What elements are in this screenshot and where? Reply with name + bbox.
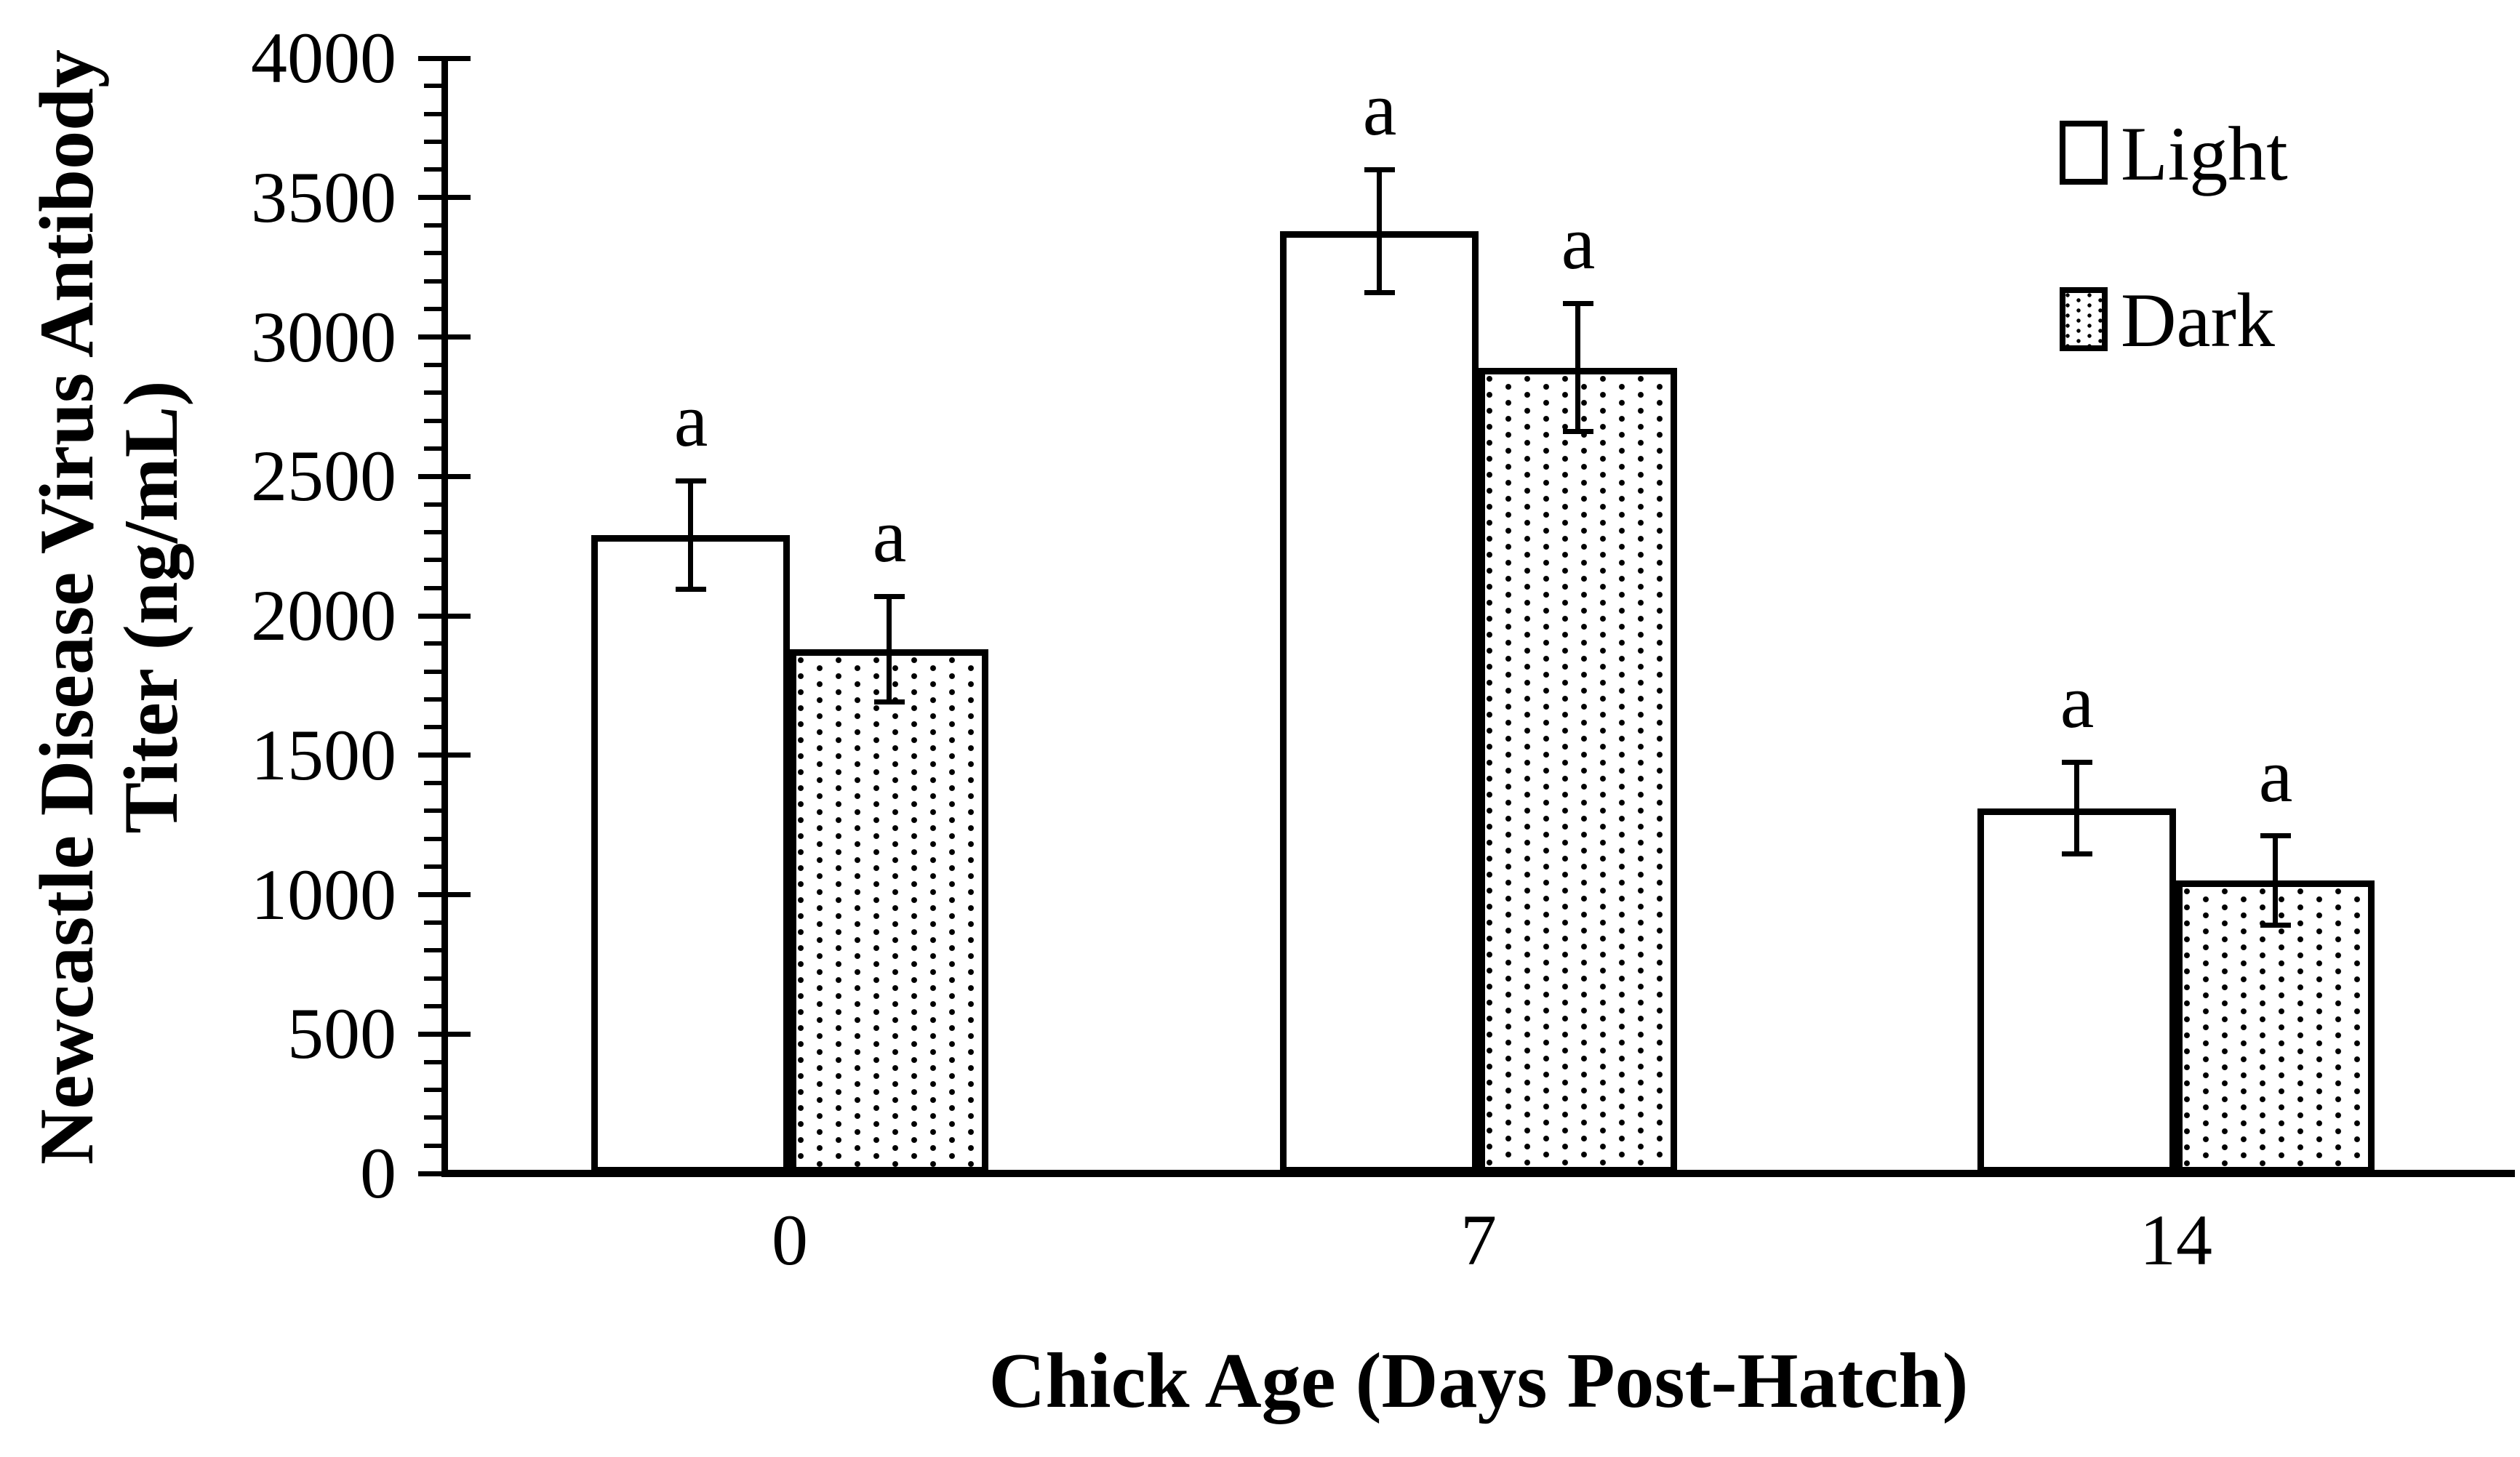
y-minor-tick xyxy=(424,446,444,451)
y-minor-tick xyxy=(424,140,444,144)
legend-swatch-dark xyxy=(2060,287,2108,351)
y-minor-tick xyxy=(424,920,444,925)
y-minor-tick xyxy=(424,864,444,869)
error-bar-cap-bottom xyxy=(676,587,706,592)
legend-label-dark: Dark xyxy=(2121,278,2275,363)
y-tick-label: 3500 xyxy=(251,157,396,238)
significance-letter: a xyxy=(2060,659,2095,744)
error-bar-cap-top xyxy=(2062,760,2092,765)
y-minor-tick xyxy=(424,112,444,116)
error-bar-cap-top xyxy=(1563,301,1593,306)
y-minor-tick xyxy=(424,1060,444,1064)
error-bar-whisker xyxy=(2273,836,2278,926)
significance-letter: a xyxy=(2258,733,2293,818)
y-tick-label: 2500 xyxy=(251,436,396,516)
y-axis-line xyxy=(441,56,448,1177)
y-tick-label: 2000 xyxy=(251,575,396,656)
y-tick-label: 1000 xyxy=(251,854,396,935)
legend-label-light: Light xyxy=(2121,111,2288,196)
error-bar-whisker xyxy=(688,481,693,590)
y-tick-label: 500 xyxy=(287,993,396,1074)
y-minor-tick xyxy=(424,837,444,841)
y-minor-tick xyxy=(424,167,444,172)
error-bar-cap-bottom xyxy=(2062,851,2092,856)
x-tick-label: 7 xyxy=(1460,1200,1497,1280)
error-bar-whisker xyxy=(1377,169,1382,292)
bar-dark-7 xyxy=(1479,368,1677,1173)
y-minor-tick xyxy=(424,223,444,228)
error-bar-cap-bottom xyxy=(874,699,905,705)
y-minor-tick xyxy=(424,697,444,702)
y-minor-tick xyxy=(424,808,444,813)
y-minor-tick xyxy=(424,1144,444,1148)
y-tick-label: 4000 xyxy=(251,17,396,98)
significance-letter: a xyxy=(1561,200,1596,285)
y-minor-tick xyxy=(424,641,444,646)
bar-dark-0 xyxy=(790,649,988,1173)
y-minor-tick xyxy=(424,1004,444,1008)
x-tick-label: 14 xyxy=(2140,1200,2212,1280)
significance-letter: a xyxy=(673,377,708,462)
y-minor-tick xyxy=(424,586,444,590)
legend-swatch-light xyxy=(2060,121,2108,185)
error-bar-cap-top xyxy=(676,478,706,483)
y-tick-label: 1500 xyxy=(251,715,396,795)
x-axis-line xyxy=(441,1170,2515,1177)
y-minor-tick xyxy=(424,279,444,284)
error-bar-cap-top xyxy=(1364,167,1395,172)
y-minor-tick xyxy=(424,1088,444,1092)
x-axis-title: Chick Age (Days Post-Hatch) xyxy=(988,1338,1969,1424)
significance-letter: a xyxy=(1362,66,1397,151)
y-minor-tick xyxy=(424,390,444,395)
y-minor-tick xyxy=(424,419,444,423)
y-minor-tick xyxy=(424,307,444,311)
y-tick-label: 3000 xyxy=(251,297,396,377)
y-minor-tick xyxy=(424,1115,444,1120)
y-minor-tick xyxy=(424,670,444,674)
significance-letter: a xyxy=(872,493,907,578)
y-minor-tick xyxy=(424,976,444,981)
error-bar-cap-bottom xyxy=(1364,290,1395,295)
bar-light-0 xyxy=(591,535,790,1173)
error-bar-whisker xyxy=(2074,762,2079,854)
y-minor-tick xyxy=(424,781,444,785)
error-bar-whisker xyxy=(887,596,892,702)
error-bar-whisker xyxy=(1575,303,1580,431)
y-minor-tick xyxy=(424,558,444,562)
y-minor-tick xyxy=(424,363,444,367)
bar-light-7 xyxy=(1280,231,1479,1173)
error-bar-cap-bottom xyxy=(2260,923,2291,928)
y-minor-tick xyxy=(424,251,444,255)
bar-dark-14 xyxy=(2176,880,2375,1173)
error-bar-cap-top xyxy=(874,594,905,599)
error-bar-cap-bottom xyxy=(1563,429,1593,434)
x-tick-label: 0 xyxy=(772,1200,808,1280)
y-minor-tick xyxy=(424,948,444,952)
bar-light-14 xyxy=(1977,808,2176,1173)
y-minor-tick xyxy=(424,502,444,507)
y-minor-tick xyxy=(424,84,444,88)
legend: Light Dark xyxy=(2036,102,2473,378)
y-tick-label: 0 xyxy=(360,1133,396,1213)
y-minor-tick xyxy=(424,725,444,729)
y-minor-tick xyxy=(424,530,444,534)
error-bar-cap-top xyxy=(2260,833,2291,838)
